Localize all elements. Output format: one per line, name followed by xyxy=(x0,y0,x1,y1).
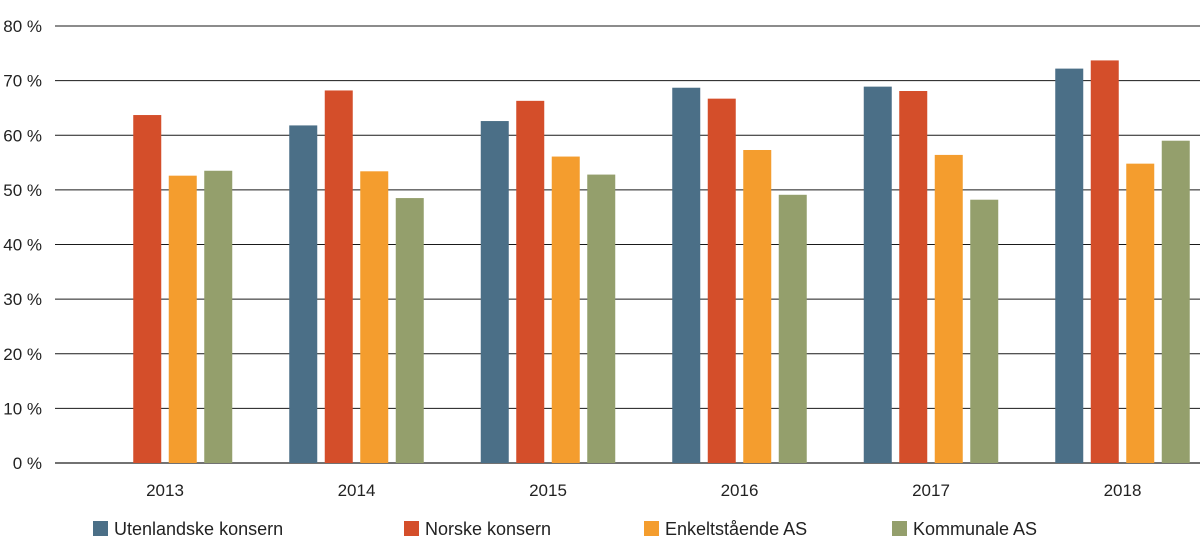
legend-label: Kommunale AS xyxy=(913,519,1037,539)
bar-enkeltst-ende-as-2013 xyxy=(168,175,197,464)
y-tick-label: 30 % xyxy=(3,290,42,309)
bar-kommunale-as-2018 xyxy=(1161,140,1190,463)
bars xyxy=(133,60,1190,464)
bar-norske-konsern-2016 xyxy=(707,98,736,464)
x-tick-label: 2016 xyxy=(721,481,759,500)
legend-label: Utenlandske konsern xyxy=(114,519,283,539)
y-tick-label: 60 % xyxy=(3,126,42,145)
x-tick-label: 2013 xyxy=(146,481,184,500)
x-tick-label: 2014 xyxy=(338,481,376,500)
bar-utenlandske-konsern-2016 xyxy=(672,87,701,463)
legend-label: Enkeltstående AS xyxy=(665,519,807,539)
bar-kommunale-as-2014 xyxy=(395,198,424,463)
bar-utenlandske-konsern-2015 xyxy=(480,121,509,464)
bar-enkeltst-ende-as-2017 xyxy=(934,154,963,464)
y-tick-label: 0 % xyxy=(13,454,42,473)
bar-utenlandske-konsern-2014 xyxy=(289,125,318,463)
x-tick-label: 2015 xyxy=(529,481,567,500)
bar-utenlandske-konsern-2018 xyxy=(1055,68,1084,464)
bar-kommunale-as-2015 xyxy=(587,174,616,463)
y-tick-label: 40 % xyxy=(3,236,42,255)
x-tick-label: 2018 xyxy=(1104,481,1142,500)
legend-swatch xyxy=(644,521,659,536)
bar-norske-konsern-2017 xyxy=(899,91,928,463)
bar-enkeltst-ende-as-2015 xyxy=(551,156,580,463)
bar-enkeltst-ende-as-2014 xyxy=(360,171,389,464)
y-tick-label: 80 % xyxy=(3,17,42,36)
x-axis-ticks: 2013 2014 2015 2016 2017 2018 xyxy=(146,481,1141,500)
bar-norske-konsern-2015 xyxy=(516,100,545,464)
y-tick-label: 10 % xyxy=(3,399,42,418)
y-tick-label: 20 % xyxy=(3,345,42,364)
legend-label: Norske konsern xyxy=(425,519,551,539)
y-axis-ticks: 0 % 10 % 20 % 30 % 40 % 50 % 60 % 70 % 80 % xyxy=(3,17,42,473)
legend-swatch xyxy=(892,521,907,536)
gridlines xyxy=(55,25,1200,464)
bar-enkeltst-ende-as-2018 xyxy=(1126,163,1155,463)
bar-kommunale-as-2017 xyxy=(970,199,999,463)
bar-norske-konsern-2018 xyxy=(1090,60,1119,463)
legend-swatch xyxy=(404,521,419,536)
y-tick-label: 50 % xyxy=(3,181,42,200)
x-tick-label: 2017 xyxy=(912,481,950,500)
bar-kommunale-as-2013 xyxy=(204,170,233,463)
bar-utenlandske-konsern-2017 xyxy=(863,86,892,463)
bar-norske-konsern-2013 xyxy=(133,115,162,463)
bar-norske-konsern-2014 xyxy=(324,90,353,464)
bar-kommunale-as-2016 xyxy=(778,194,807,463)
y-tick-label: 70 % xyxy=(3,72,42,91)
bar-enkeltst-ende-as-2016 xyxy=(743,149,772,463)
legend: Utenlandske konsern Norske konsern Enkelts… xyxy=(93,519,1037,539)
legend-swatch xyxy=(93,521,108,536)
